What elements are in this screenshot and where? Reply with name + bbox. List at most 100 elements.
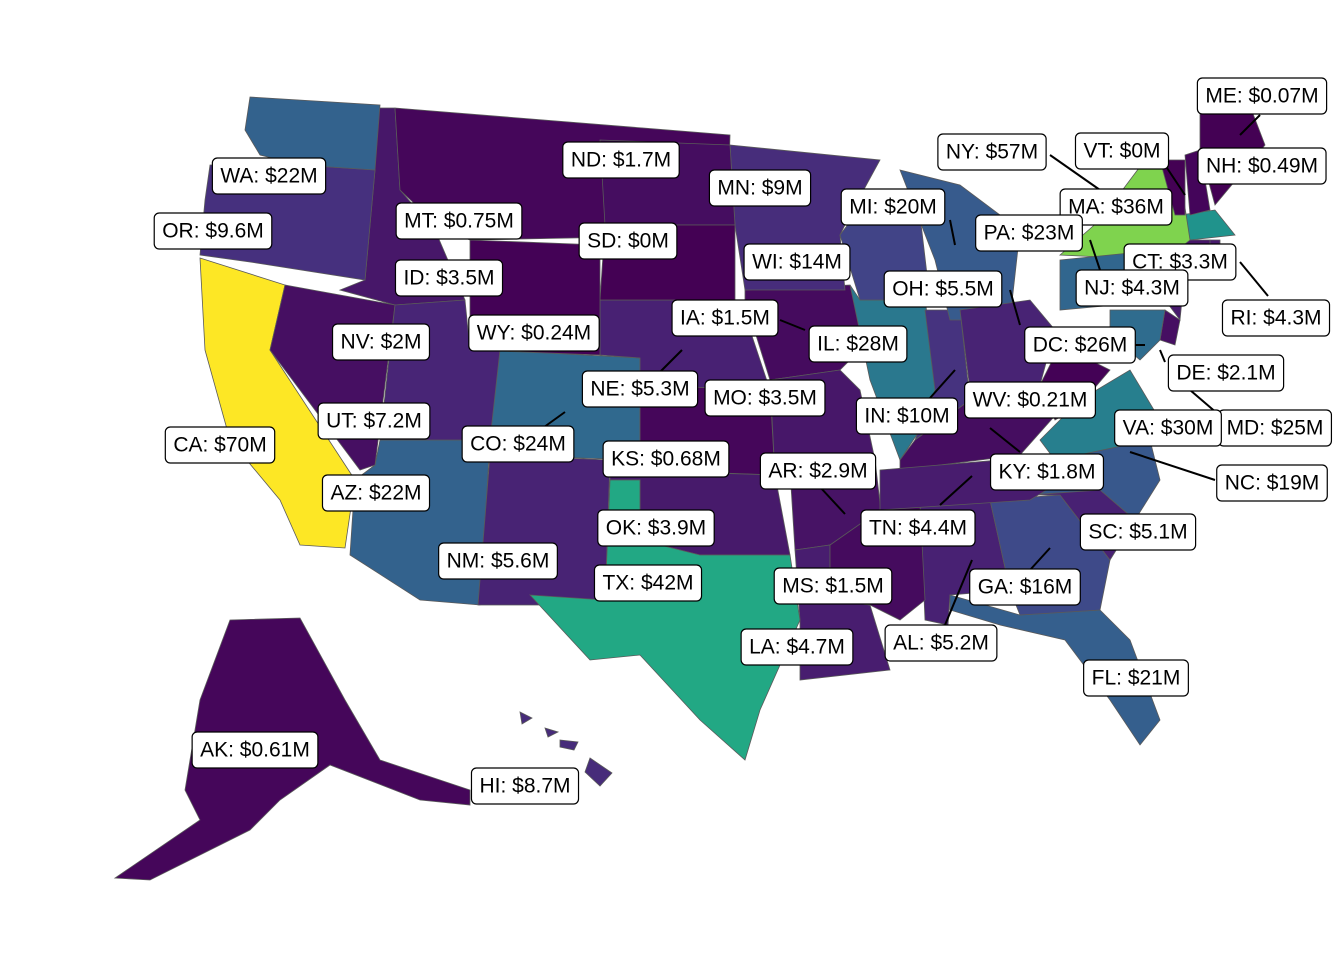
label-box bbox=[964, 381, 1096, 419]
state-label: AR: $2.9M bbox=[768, 460, 867, 483]
state-label: CO: $24M bbox=[470, 433, 566, 456]
leader-line bbox=[1239, 261, 1269, 297]
label-box bbox=[773, 567, 893, 605]
state-label: HI: $8.7M bbox=[479, 775, 570, 798]
leader-line bbox=[939, 475, 973, 506]
label-box bbox=[740, 628, 854, 666]
label-box bbox=[1196, 77, 1328, 115]
state-label: DE: $2.1M bbox=[1176, 362, 1275, 385]
label-box bbox=[211, 157, 327, 195]
label-box bbox=[883, 270, 1003, 308]
state-label: CT: $3.3M bbox=[1132, 251, 1228, 274]
label-box bbox=[743, 243, 851, 281]
leader-line bbox=[819, 486, 846, 515]
state-label: KS: $0.68M bbox=[611, 448, 721, 471]
state-label: IA: $1.5M bbox=[680, 307, 770, 330]
leader-line bbox=[1159, 349, 1166, 363]
label-box bbox=[1074, 132, 1170, 170]
labels: AK: $0.61M AL: $5.2M AR: $2.9M AZ: $22M CA: … bbox=[153, 77, 1333, 805]
state-label: MT: $0.75M bbox=[404, 210, 514, 233]
label-box bbox=[1059, 188, 1173, 226]
state-label: WV: $0.21M bbox=[973, 389, 1088, 412]
label-box bbox=[860, 509, 976, 547]
state-label: WY: $0.24M bbox=[477, 322, 591, 345]
state-label: AL: $5.2M bbox=[893, 632, 989, 655]
state-label: VA: $30M bbox=[1123, 417, 1214, 440]
label-box bbox=[468, 314, 600, 352]
leader-line bbox=[1164, 164, 1186, 196]
label-box bbox=[578, 222, 678, 260]
label-box bbox=[438, 542, 558, 580]
state-label: RI: $4.3M bbox=[1230, 307, 1321, 330]
state-label: GA: $16M bbox=[978, 576, 1073, 599]
label-box bbox=[855, 397, 959, 435]
state-label: MA: $36M bbox=[1068, 196, 1164, 219]
state-label: AK: $0.61M bbox=[200, 739, 310, 762]
leader-line bbox=[1049, 154, 1101, 191]
state-label: PA: $23M bbox=[984, 222, 1075, 245]
leader-line bbox=[929, 369, 956, 399]
state-label: TX: $42M bbox=[602, 572, 693, 595]
label-box bbox=[884, 624, 998, 662]
state-label: NE: $5.3M bbox=[590, 378, 689, 401]
label-box bbox=[317, 402, 431, 440]
state-label: MO: $3.5M bbox=[713, 387, 817, 410]
leader-line bbox=[1129, 451, 1216, 481]
state-label: ME: $0.07M bbox=[1205, 85, 1318, 108]
label-box bbox=[1114, 409, 1222, 447]
state-label: IN: $10M bbox=[864, 405, 949, 428]
label-box bbox=[470, 767, 580, 805]
state-label: ND: $1.7M bbox=[571, 149, 671, 172]
label-box bbox=[708, 169, 812, 207]
state-label: MN: $9M bbox=[717, 177, 802, 200]
label-box bbox=[461, 425, 575, 463]
state-label: DC: $26M bbox=[1033, 334, 1128, 357]
state-label: WA: $22M bbox=[220, 165, 317, 188]
label-box bbox=[1079, 513, 1197, 551]
state-label: NY: $57M bbox=[946, 141, 1038, 164]
state-label: OR: $9.6M bbox=[162, 220, 264, 243]
state bbox=[477, 454, 611, 606]
label-box bbox=[597, 509, 715, 547]
label-box bbox=[331, 323, 431, 361]
label-box bbox=[164, 426, 276, 464]
leader-line bbox=[944, 559, 973, 626]
state bbox=[519, 711, 613, 787]
label-box bbox=[153, 212, 273, 250]
state bbox=[1184, 149, 1211, 216]
state-label: SC: $5.1M bbox=[1088, 521, 1187, 544]
state-label: MI: $20M bbox=[849, 196, 937, 219]
state-label: ID: $3.5M bbox=[403, 267, 494, 290]
state-label: IL: $28M bbox=[817, 333, 899, 356]
state-label: AZ: $22M bbox=[330, 482, 421, 505]
label-box bbox=[191, 731, 319, 769]
state-label: OH: $5.5M bbox=[892, 278, 994, 301]
label-box bbox=[321, 474, 431, 512]
state-label: LA: $4.7M bbox=[749, 636, 845, 659]
label-box bbox=[1024, 326, 1136, 364]
label-box bbox=[395, 202, 523, 240]
label-box bbox=[1075, 269, 1189, 307]
state-label: NC: $19M bbox=[1225, 472, 1320, 495]
label-box bbox=[1197, 147, 1327, 185]
state-label: OK: $3.9M bbox=[606, 517, 706, 540]
state-label: MD: $25M bbox=[1227, 417, 1324, 440]
label-box bbox=[840, 188, 946, 226]
label-box bbox=[394, 259, 504, 297]
label-box bbox=[1221, 299, 1331, 337]
label-box bbox=[602, 440, 730, 478]
label-box bbox=[671, 299, 779, 337]
label-box bbox=[1167, 354, 1285, 392]
label-box bbox=[704, 379, 826, 417]
state-label: NV: $2M bbox=[341, 331, 422, 354]
state-label: SD: $0M bbox=[587, 230, 669, 253]
label-box bbox=[593, 564, 703, 602]
label-box bbox=[1083, 659, 1189, 697]
label-box bbox=[1216, 464, 1328, 502]
state-label: NM: $5.6M bbox=[447, 550, 550, 573]
state-label: NJ: $4.3M bbox=[1084, 277, 1180, 300]
label-box bbox=[808, 325, 908, 363]
label-box bbox=[562, 141, 680, 179]
state-label: MS: $1.5M bbox=[782, 575, 884, 598]
